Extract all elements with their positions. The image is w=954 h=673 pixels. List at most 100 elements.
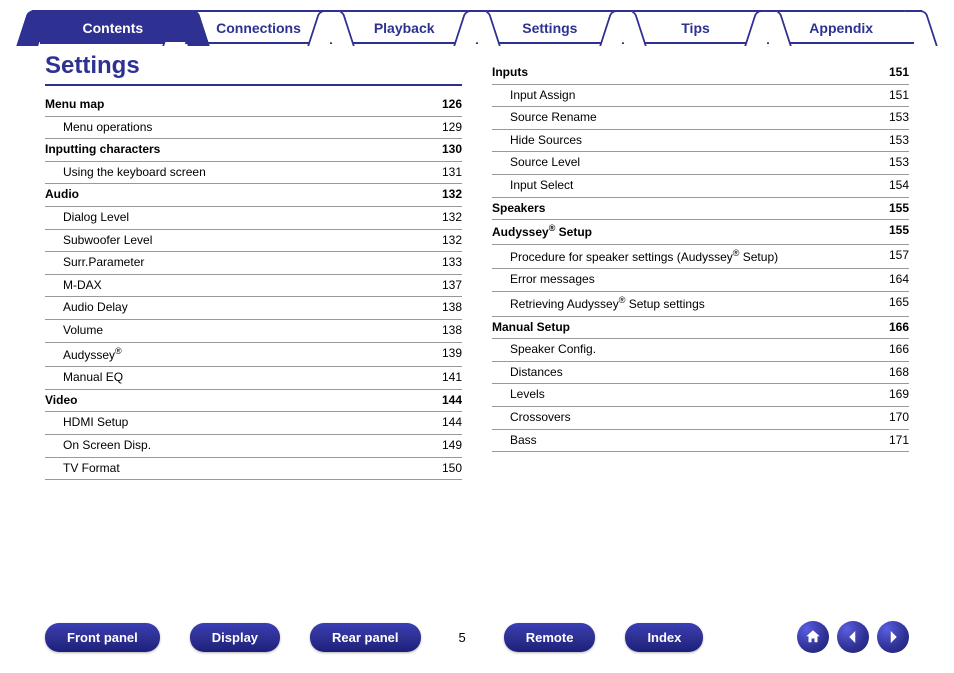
- toc-label: Levels: [492, 387, 545, 403]
- front-panel-button[interactable]: Front panel: [45, 623, 160, 652]
- toc-label: Procedure for speaker settings (Audyssey…: [492, 248, 778, 266]
- toc-page: 132: [442, 233, 462, 249]
- toc-row[interactable]: Distances168: [492, 362, 909, 385]
- toc-page: 153: [889, 155, 909, 171]
- toc-page: 164: [889, 272, 909, 288]
- toc-label: Input Select: [492, 178, 573, 194]
- toc-page: 133: [442, 255, 462, 271]
- toc-row[interactable]: Bass 171: [492, 430, 909, 453]
- toc-label: Audyssey®: [45, 346, 122, 364]
- tab-label: Contents: [83, 20, 144, 36]
- toc-row[interactable]: Input Select154: [492, 175, 909, 198]
- toc-label: Menu map: [45, 97, 104, 113]
- toc-label: Error messages: [492, 272, 595, 288]
- toc-row[interactable]: Audio132: [45, 184, 462, 207]
- toc-row[interactable]: Levels 169: [492, 384, 909, 407]
- home-icon[interactable]: [797, 621, 829, 653]
- toc-label: Crossovers: [492, 410, 571, 426]
- left-column: Settings Menu map126Menu operations129In…: [45, 52, 462, 480]
- toc-row[interactable]: On Screen Disp.149: [45, 435, 462, 458]
- toc-page: 166: [889, 342, 909, 358]
- toc-label: TV Format: [45, 461, 120, 477]
- toc-page: 149: [442, 438, 462, 454]
- toc-row[interactable]: HDMI Setup144: [45, 412, 462, 435]
- toc-row[interactable]: Menu map 126: [45, 94, 462, 117]
- toc-page: 168: [889, 365, 909, 381]
- toc-page: 166: [889, 320, 909, 336]
- toc-label: Volume: [45, 323, 103, 339]
- toc-label: Inputting characters: [45, 142, 160, 158]
- prev-icon[interactable]: [837, 621, 869, 653]
- toc-label: Input Assign: [492, 88, 575, 104]
- toc-row[interactable]: Menu operations129: [45, 117, 462, 140]
- toc-row[interactable]: Manual Setup166: [492, 317, 909, 340]
- toc-row[interactable]: Audio Delay138: [45, 297, 462, 320]
- toc-page: 139: [442, 346, 462, 364]
- toc-page: 132: [442, 210, 462, 226]
- toc-label: Surr.Parameter: [45, 255, 144, 271]
- toc-page: 153: [889, 110, 909, 126]
- toc-label: Subwoofer Level: [45, 233, 152, 249]
- tab-contents[interactable]: Contents: [32, 10, 194, 42]
- toc-row[interactable]: Speakers 155: [492, 198, 909, 221]
- right-column: Inputs151 Input Assign 151 Source Rename 153…: [492, 52, 909, 480]
- toc-page: 141: [442, 370, 462, 386]
- toc-row[interactable]: Video 144: [45, 390, 462, 413]
- footer: Front panel Display Rear panel 5 Remote …: [45, 621, 909, 653]
- toc-label: Speaker Config.: [492, 342, 596, 358]
- rear-panel-button[interactable]: Rear panel: [310, 623, 420, 652]
- toc-row[interactable]: Volume138: [45, 320, 462, 343]
- toc-label: Hide Sources: [492, 133, 582, 149]
- toc-label: Audyssey® Setup: [492, 223, 592, 241]
- toc-row[interactable]: Manual EQ141: [45, 367, 462, 390]
- page-title: Settings: [45, 52, 462, 86]
- toc-page: 144: [442, 393, 462, 409]
- toc-page: 155: [889, 201, 909, 217]
- toc-row[interactable]: Subwoofer Level 132: [45, 230, 462, 253]
- toc-row[interactable]: Retrieving Audyssey® Setup settings165: [492, 292, 909, 317]
- toc-label: Bass: [492, 433, 537, 449]
- toc-row[interactable]: Surr.Parameter 133: [45, 252, 462, 275]
- tab-label: Tips: [681, 20, 710, 36]
- toc-page: 169: [889, 387, 909, 403]
- toc-label: Inputs: [492, 65, 528, 81]
- display-button[interactable]: Display: [190, 623, 280, 652]
- toc-row[interactable]: Input Assign 151: [492, 85, 909, 108]
- toc-label: Source Level: [492, 155, 580, 171]
- tab-label: Connections: [216, 20, 301, 36]
- toc-label: Using the keyboard screen: [45, 165, 206, 181]
- toc-row[interactable]: TV Format 150: [45, 458, 462, 481]
- toc-row[interactable]: Using the keyboard screen131: [45, 162, 462, 185]
- toc-page: 151: [889, 88, 909, 104]
- toc-page: 126: [442, 97, 462, 113]
- toc-label: Audio Delay: [45, 300, 128, 316]
- toc-page: 153: [889, 133, 909, 149]
- toc-label: HDMI Setup: [45, 415, 128, 431]
- page-number: 5: [451, 630, 474, 645]
- toc-row[interactable]: Crossovers170: [492, 407, 909, 430]
- toc-label: Source Rename: [492, 110, 597, 126]
- toc-row[interactable]: Inputs151: [492, 62, 909, 85]
- toc-row[interactable]: Procedure for speaker settings (Audyssey…: [492, 245, 909, 270]
- toc-page: 150: [442, 461, 462, 477]
- toc-row[interactable]: Speaker Config. 166: [492, 339, 909, 362]
- toc-page: 130: [442, 142, 462, 158]
- toc-page: 132: [442, 187, 462, 203]
- toc-row[interactable]: Source Rename 153: [492, 107, 909, 130]
- index-button[interactable]: Index: [625, 623, 703, 652]
- toc-row[interactable]: Hide Sources 153: [492, 130, 909, 153]
- tab-label: Settings: [522, 20, 577, 36]
- toc-row[interactable]: Error messages 164: [492, 269, 909, 292]
- toc-label: Video: [45, 393, 77, 409]
- next-icon[interactable]: [877, 621, 909, 653]
- remote-button[interactable]: Remote: [504, 623, 596, 652]
- toc-row[interactable]: Inputting characters 130: [45, 139, 462, 162]
- toc-row[interactable]: Source Level 153: [492, 152, 909, 175]
- toc-page: 165: [889, 295, 909, 313]
- toc-row[interactable]: Audyssey® Setup155: [492, 220, 909, 245]
- toc-page: 171: [889, 433, 909, 449]
- toc-label: Speakers: [492, 201, 545, 217]
- toc-row[interactable]: Dialog Level132: [45, 207, 462, 230]
- toc-row[interactable]: Audyssey® 139: [45, 343, 462, 368]
- toc-row[interactable]: M-DAX137: [45, 275, 462, 298]
